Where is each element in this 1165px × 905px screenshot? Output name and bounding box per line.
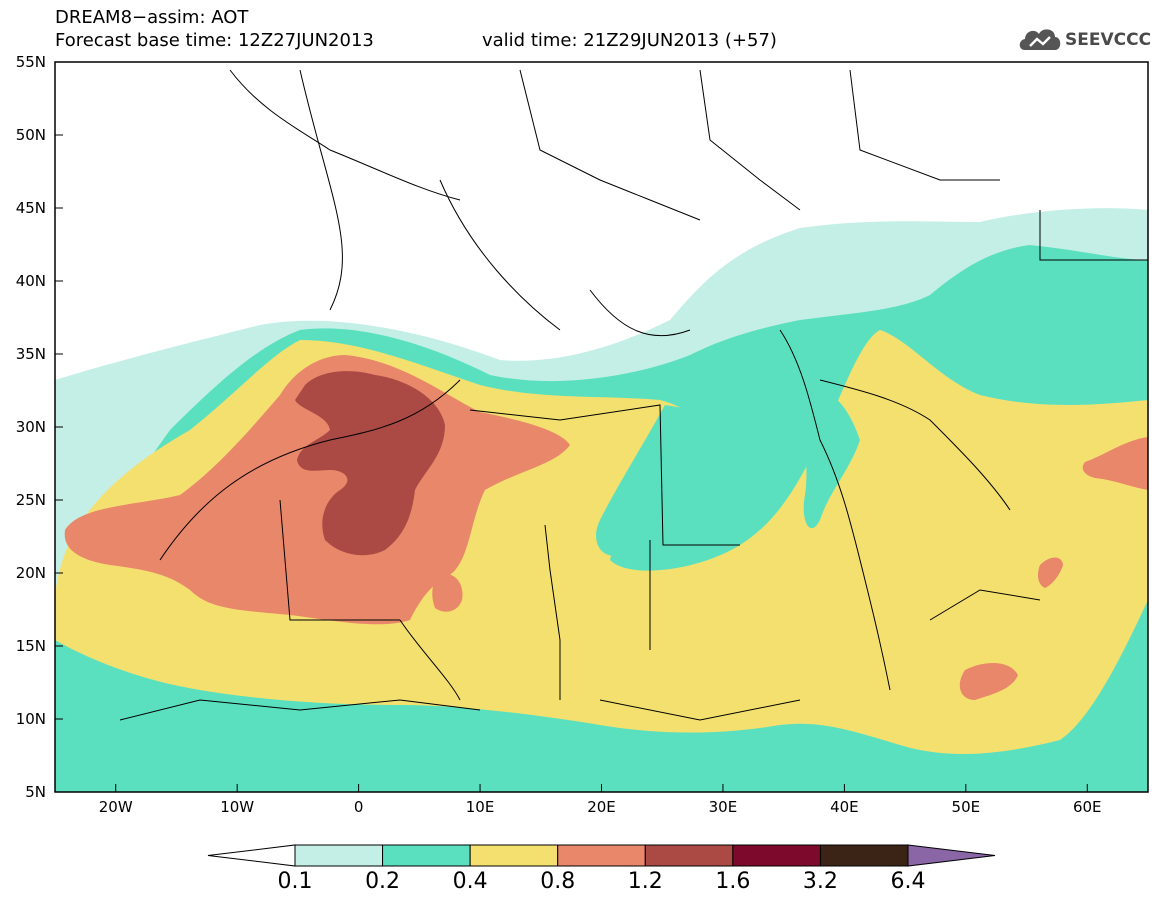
lon-label: 60E — [1072, 798, 1102, 816]
country-borders — [119, 69, 1148, 721]
lat-label: 15N — [15, 637, 46, 655]
aot-shading — [55, 208, 1148, 792]
lon-label: 10E — [465, 798, 495, 816]
logo-text: SEEVCCC — [1065, 30, 1152, 50]
aot-band-0.8-spot4 — [1082, 437, 1148, 490]
colorbar-swatch — [732, 844, 821, 867]
colorbar-label: 1.6 — [715, 869, 751, 894]
cloud-icon — [1019, 29, 1061, 50]
colorbar-swatch — [382, 844, 471, 867]
colorbar-label: 3.2 — [802, 869, 838, 894]
lat-label: 35N — [15, 345, 46, 363]
colorbar-swatch — [294, 844, 384, 867]
seevccc-logo: SEEVCCC — [1017, 24, 1157, 56]
axis-ticks — [55, 61, 1088, 793]
lat-label: 55N — [15, 53, 46, 71]
colorbar-over-arrow — [907, 844, 996, 867]
lon-label: 30E — [708, 798, 738, 816]
colorbar-under-arrow — [207, 844, 296, 867]
colorbar-label: 0.8 — [540, 869, 576, 894]
map-title: DREAM8−assim: AOT — [55, 7, 249, 28]
colorbar-label: 0.4 — [452, 869, 488, 894]
lon-label: 40E — [830, 798, 859, 816]
colorbar-label: 1.2 — [627, 869, 663, 894]
colorbar-label: 0.1 — [277, 869, 313, 894]
colorbar-swatch — [819, 844, 909, 867]
lon-label: 20W — [98, 798, 133, 816]
valid-time: valid time: 21Z29JUN2013 (+57) — [482, 30, 777, 51]
lon-label: 0 — [353, 798, 364, 816]
lat-label: 10N — [15, 710, 46, 728]
lon-label: 10W — [220, 798, 255, 816]
lat-label: 5N — [25, 783, 46, 801]
forecast-base-time: Forecast base time: 12Z27JUN2013 — [55, 30, 374, 51]
lat-label: 25N — [15, 491, 46, 509]
lat-label: 30N — [15, 418, 46, 436]
lat-label: 45N — [15, 199, 46, 217]
aot-colorbar — [207, 844, 996, 867]
lat-label: 20N — [15, 564, 46, 582]
aot-band-0.8-spot2 — [959, 663, 1018, 700]
lon-label: 50E — [951, 798, 981, 816]
colorbar-swatch — [557, 844, 646, 867]
colorbar-swatch — [644, 844, 734, 867]
colorbar-label: 6.4 — [890, 869, 926, 894]
aot-band-0.8-spot3 — [1037, 557, 1063, 588]
colorbar-label: 0.2 — [365, 869, 401, 894]
aot-band-0.2-redsea — [803, 391, 860, 529]
aot-band-0.8-spot1 — [432, 574, 463, 612]
aot-band-0.2-inner — [596, 405, 750, 556]
lat-label: 50N — [15, 126, 46, 144]
lon-label: 20E — [587, 798, 616, 816]
lat-label: 40N — [15, 272, 46, 290]
colorbar-swatch — [469, 844, 559, 867]
